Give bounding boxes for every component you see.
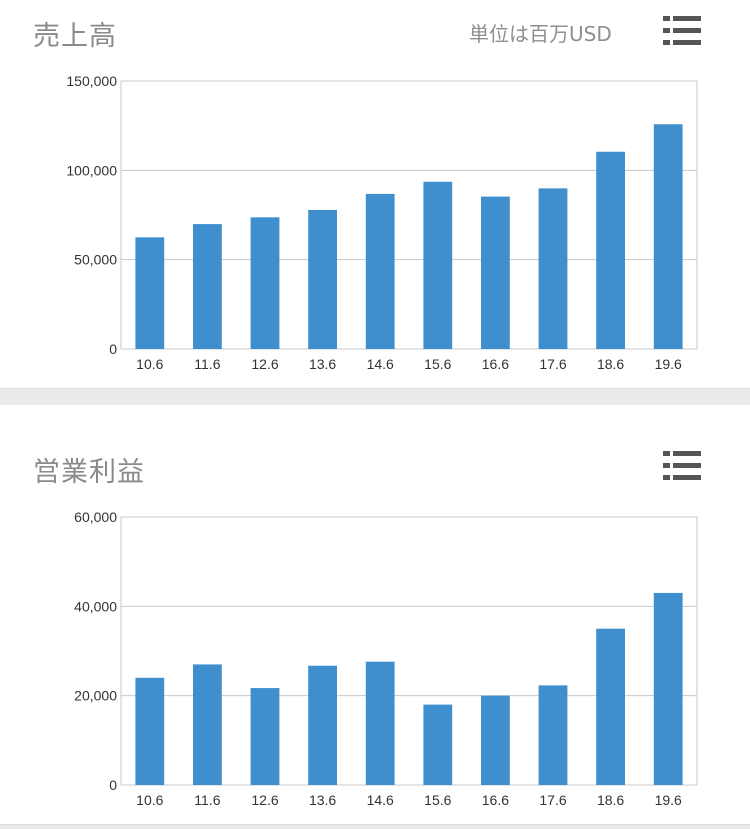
x-tick-label: 10.6 <box>136 792 163 808</box>
bar <box>538 188 568 349</box>
bar <box>250 217 280 349</box>
x-tick-label: 12.6 <box>251 792 278 808</box>
bar <box>653 592 683 785</box>
y-tick-label: 150,000 <box>66 73 117 89</box>
sales-panel: 売上高 単位は百万USD 0 50,000 100,000 150,000 10.6 11… <box>0 0 750 388</box>
bar <box>596 628 625 785</box>
y-tick-label: 0 <box>109 777 117 793</box>
bar <box>193 664 222 785</box>
bar <box>308 209 337 349</box>
bar <box>135 237 165 349</box>
operating-profit-panel: 営業利益 0 20,000 40,000 60,000 10.6 11.6 12.6 13.6… <box>0 405 750 825</box>
y-tick-label: 60,000 <box>74 509 117 525</box>
x-tick-label: 13.6 <box>309 356 336 372</box>
bar <box>596 151 625 349</box>
list-icon[interactable] <box>663 450 701 482</box>
y-tick-label: 20,000 <box>74 688 117 704</box>
sales-unit-label: 単位は百万USD <box>469 22 612 46</box>
x-tick-label: 13.6 <box>309 792 336 808</box>
operating-profit-title: 営業利益 <box>33 457 145 488</box>
x-tick-label: 14.6 <box>367 792 394 808</box>
list-icon[interactable] <box>663 15 701 47</box>
bar <box>423 181 453 349</box>
y-tick-label: 50,000 <box>74 252 117 268</box>
sales-chart: 0 50,000 100,000 150,000 10.6 11.6 12.6 13.6 14.… <box>66 73 698 372</box>
y-tick-label: 100,000 <box>66 162 117 178</box>
x-tick-label: 15.6 <box>424 356 451 372</box>
x-tick-label: 19.6 <box>655 792 682 808</box>
sales-title: 売上高 <box>33 21 117 52</box>
x-tick-label: 11.6 <box>194 792 220 808</box>
x-tick-label: 10.6 <box>136 356 163 372</box>
x-tick-label: 12.6 <box>251 356 278 372</box>
bar <box>538 685 568 785</box>
bar <box>308 665 337 785</box>
bar <box>481 196 510 349</box>
operating-profit-chart: 0 20,000 40,000 60,000 10.6 11.6 12.6 13.6 14.6 1… <box>74 509 698 808</box>
x-tick-label: 17.6 <box>539 792 566 808</box>
x-tick-label: 16.6 <box>482 792 509 808</box>
x-tick-label: 15.6 <box>424 792 451 808</box>
bottom-divider <box>0 824 750 829</box>
x-tick-label: 11.6 <box>194 356 220 372</box>
bar <box>365 193 395 349</box>
x-tick-label: 14.6 <box>367 356 394 372</box>
bar <box>481 695 510 785</box>
bar <box>250 688 280 785</box>
x-tick-label: 18.6 <box>597 356 624 372</box>
section-divider <box>0 388 750 406</box>
bar <box>423 704 453 785</box>
bar <box>135 677 165 785</box>
bar <box>365 661 395 785</box>
y-tick-label: 0 <box>109 341 117 357</box>
x-tick-label: 16.6 <box>482 356 509 372</box>
bar <box>653 124 683 349</box>
y-tick-label: 40,000 <box>74 598 117 614</box>
x-tick-label: 17.6 <box>539 356 566 372</box>
x-tick-label: 18.6 <box>597 792 624 808</box>
bar <box>193 224 222 349</box>
x-tick-label: 19.6 <box>655 356 682 372</box>
